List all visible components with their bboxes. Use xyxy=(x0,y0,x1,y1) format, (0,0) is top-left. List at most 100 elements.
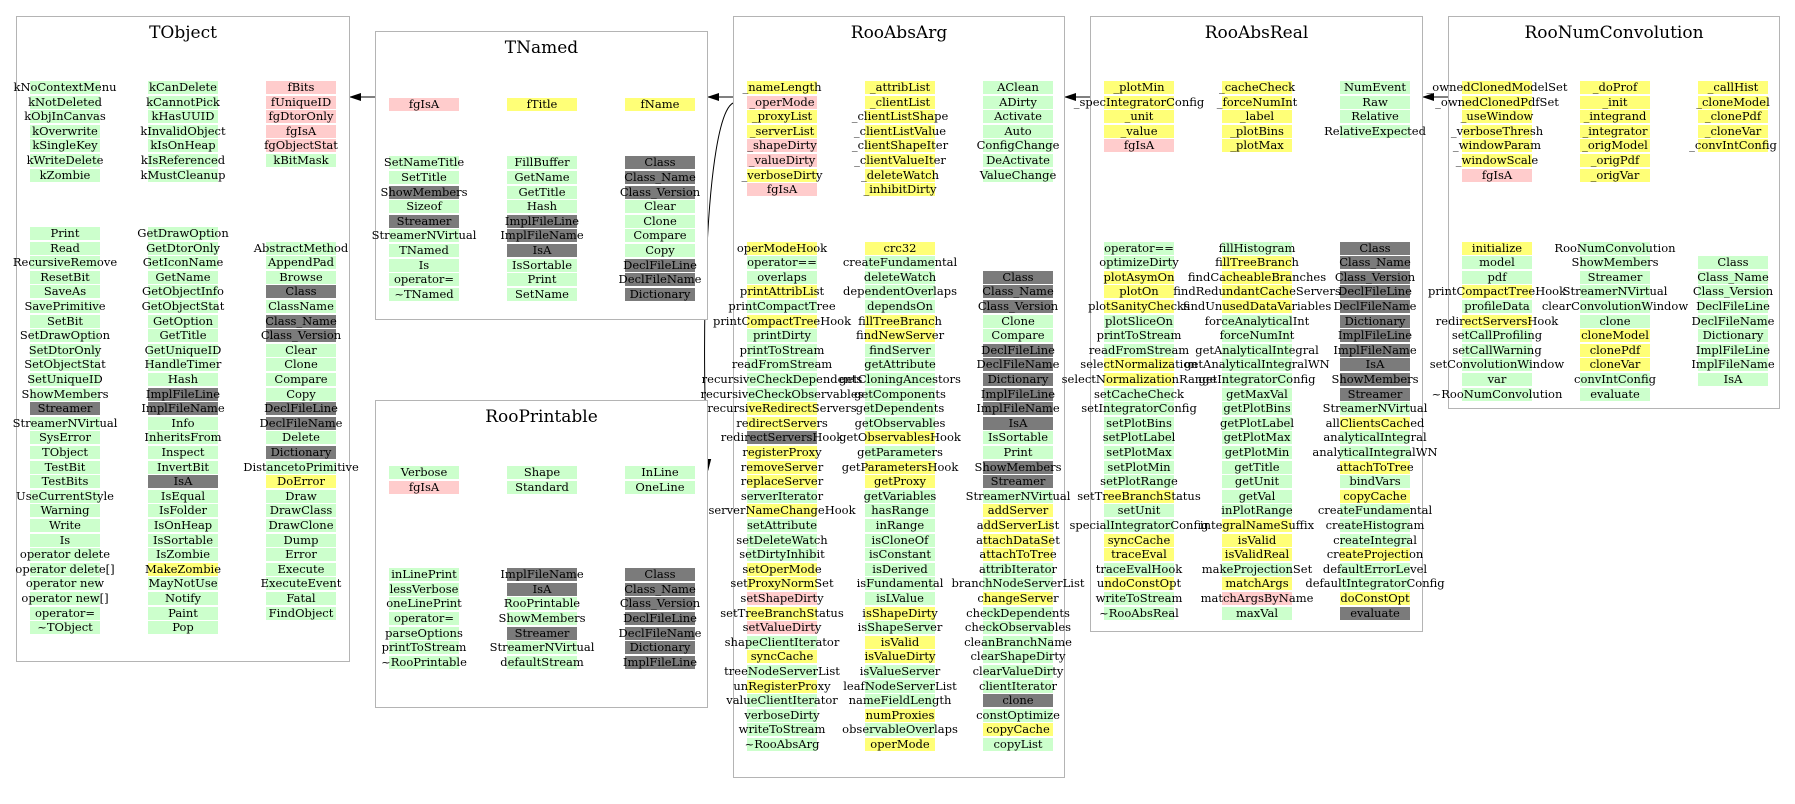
member-ploton: plotOn xyxy=(1104,285,1174,299)
member-settitle: SetTitle xyxy=(389,171,459,184)
member-verbose: Verbose xyxy=(389,466,459,479)
member-invertbit: InvertBit xyxy=(148,460,218,474)
member-kcannotpick: kCannotPick xyxy=(146,94,220,109)
member-class: Class xyxy=(1698,256,1768,270)
member-setplotmin: setPlotMin xyxy=(1104,460,1174,474)
member-operator-delete: operator delete[] xyxy=(15,561,115,576)
member-operator-new: operator new xyxy=(25,576,105,591)
class-box-rooabsarg: RooAbsArg _nameLength _operMode _proxyList _… xyxy=(700,16,1084,778)
member-setobjectstat: SetObjectStat xyxy=(24,357,106,372)
member-tnamed: ~TNamed xyxy=(389,287,459,301)
member-initialize: initialize xyxy=(1462,241,1532,255)
member-hasrange: hasRange xyxy=(865,504,935,518)
member-checkdependents: checkDependents xyxy=(966,605,1070,620)
member-knocontextmenu: kNoContextMenu xyxy=(13,80,117,94)
member-origmodel: _origModel xyxy=(1580,139,1650,153)
member-writetostream: writeToStream xyxy=(1095,591,1183,605)
member-ownedclonedpdfset: _ownedClonedPdfSet xyxy=(1435,94,1559,109)
member-dictionary: Dictionary xyxy=(1340,314,1410,328)
member-isconstant: isConstant xyxy=(865,548,935,562)
member-dictionary: Dictionary xyxy=(266,446,336,459)
member-getobservables: getObservables xyxy=(854,415,946,430)
member-plotmax: _plotMax xyxy=(1222,139,1292,153)
member-usewindow: _useWindow xyxy=(1460,109,1534,124)
member-makeprojectionset: makeProjectionSet xyxy=(1201,561,1313,576)
member-filltreebranch: fillTreeBranch xyxy=(1215,255,1299,270)
member-inline: InLine xyxy=(625,466,695,479)
member-getname: GetName xyxy=(507,171,577,184)
member-notify: Notify xyxy=(148,592,218,605)
member-kwritedelete: kWriteDelete xyxy=(26,153,104,167)
member-streamer: Streamer xyxy=(1580,270,1650,284)
member-setshapedirty: setShapeDirty xyxy=(740,591,824,605)
member-verbosedirty: _verboseDirty xyxy=(741,167,823,182)
member-inrange: inRange xyxy=(865,519,935,532)
member-settreebranchstatus: setTreeBranchStatus xyxy=(1077,488,1201,503)
member-gettitle: GetTitle xyxy=(148,329,218,343)
member-dictionary: Dictionary xyxy=(625,641,695,655)
member-copy: Copy xyxy=(266,387,336,401)
member-getobjectinfo: GetObjectInfo xyxy=(142,284,224,299)
member-specintegratorconfig: _specIntegratorConfig xyxy=(1073,94,1205,109)
member-writetostream: writeToStream xyxy=(738,722,826,737)
member-evaluate: evaluate xyxy=(1580,387,1650,401)
member-convintconfig: convIntConfig xyxy=(1574,372,1656,386)
member-saveas: SaveAs xyxy=(30,285,100,299)
member-streamernvirtual: StreamerNVirtual xyxy=(12,415,118,430)
member-declfileline: DeclFileLine xyxy=(1696,299,1770,313)
member-clonepdf: _clonePdf xyxy=(1698,110,1768,124)
member-relative: Relative xyxy=(1340,110,1410,124)
member-usecurrentstyle: UseCurrentStyle xyxy=(16,488,114,503)
member-doprof: _doProf xyxy=(1580,81,1650,94)
member-findnewserver: findNewServer xyxy=(855,328,945,343)
member-copylist: copyList xyxy=(983,738,1053,751)
member-printcompacttree: printCompactTree xyxy=(728,299,836,313)
member-operator: operator= xyxy=(30,606,100,620)
member-lessverbose: lessVerbose xyxy=(389,581,459,596)
member-getparameters: getParameters xyxy=(857,445,943,459)
member-saveprimitive: SavePrimitive xyxy=(24,299,106,313)
member-getdtoronly: GetDtorOnly xyxy=(146,240,220,255)
member-declfilename: DeclFileName xyxy=(1333,299,1417,313)
member-implfilename: ImplFileName xyxy=(1691,357,1775,372)
member-kinvalidobject: kInvalidObject xyxy=(140,123,226,138)
member-getobservableshook: getObservablesHook xyxy=(839,430,961,445)
member-integralnamesuffix: integralNameSuffix xyxy=(1199,518,1315,532)
member-selectnormalization: selectNormalization xyxy=(1080,357,1198,372)
member-isa: IsA xyxy=(1698,373,1768,386)
member-getcomponents: getComponents xyxy=(854,386,946,401)
member-matchargs: matchArgs xyxy=(1222,577,1292,591)
member-class: Class xyxy=(983,270,1053,284)
member-fillbuffer: FillBuffer xyxy=(507,156,577,170)
member-class-version: Class_Version xyxy=(619,596,701,611)
member-unit: _unit xyxy=(1104,110,1174,124)
member-proxylist: _proxyList xyxy=(747,110,817,124)
member-getproxy: getProxy xyxy=(865,475,935,489)
member-recursivecheckobservables: recursiveCheckObservables xyxy=(700,386,864,401)
member-distancetoprimitive: DistancetoPrimitive xyxy=(243,459,359,474)
member-implfileline: ImplFileLine xyxy=(504,213,580,228)
member-streamernvirtual: StreamerNVirtual xyxy=(1562,284,1668,299)
member-settreebranchstatus: setTreeBranchStatus xyxy=(720,605,844,620)
member-onelineprint: oneLinePrint xyxy=(386,596,462,611)
member-clientlistshape: _clientListShape xyxy=(851,109,949,124)
member-setplotmax: setPlotMax xyxy=(1104,446,1174,459)
member-setconvolutionwindow: setConvolutionWindow xyxy=(1429,357,1565,372)
member-gettitle: getTitle xyxy=(1222,460,1292,474)
member-verbosedirty: verboseDirty xyxy=(744,707,820,722)
member-inplotrange: inPlotRange xyxy=(1221,503,1293,518)
member-createfundamental: createFundamental xyxy=(842,255,958,270)
member-getoption: GetOption xyxy=(148,314,218,328)
member-createhistogram: createHistogram xyxy=(1325,518,1425,532)
member-getobjectstat: GetObjectStat xyxy=(141,299,225,313)
member-class: Class xyxy=(1340,241,1410,255)
member-opermodehook: operModeHook xyxy=(736,240,828,255)
member-copycache: copyCache xyxy=(983,723,1053,737)
member-attribiterator: attribIterator xyxy=(979,561,1058,576)
member-koverwrite: kOverwrite xyxy=(30,124,100,138)
member-dictionary: Dictionary xyxy=(983,373,1053,386)
member-origvar: _origVar xyxy=(1580,168,1650,182)
member-implfileline: ImplFileLine xyxy=(145,386,221,401)
member-evaluate: evaluate xyxy=(1340,606,1410,620)
member-isequal: IsEqual xyxy=(148,489,218,503)
